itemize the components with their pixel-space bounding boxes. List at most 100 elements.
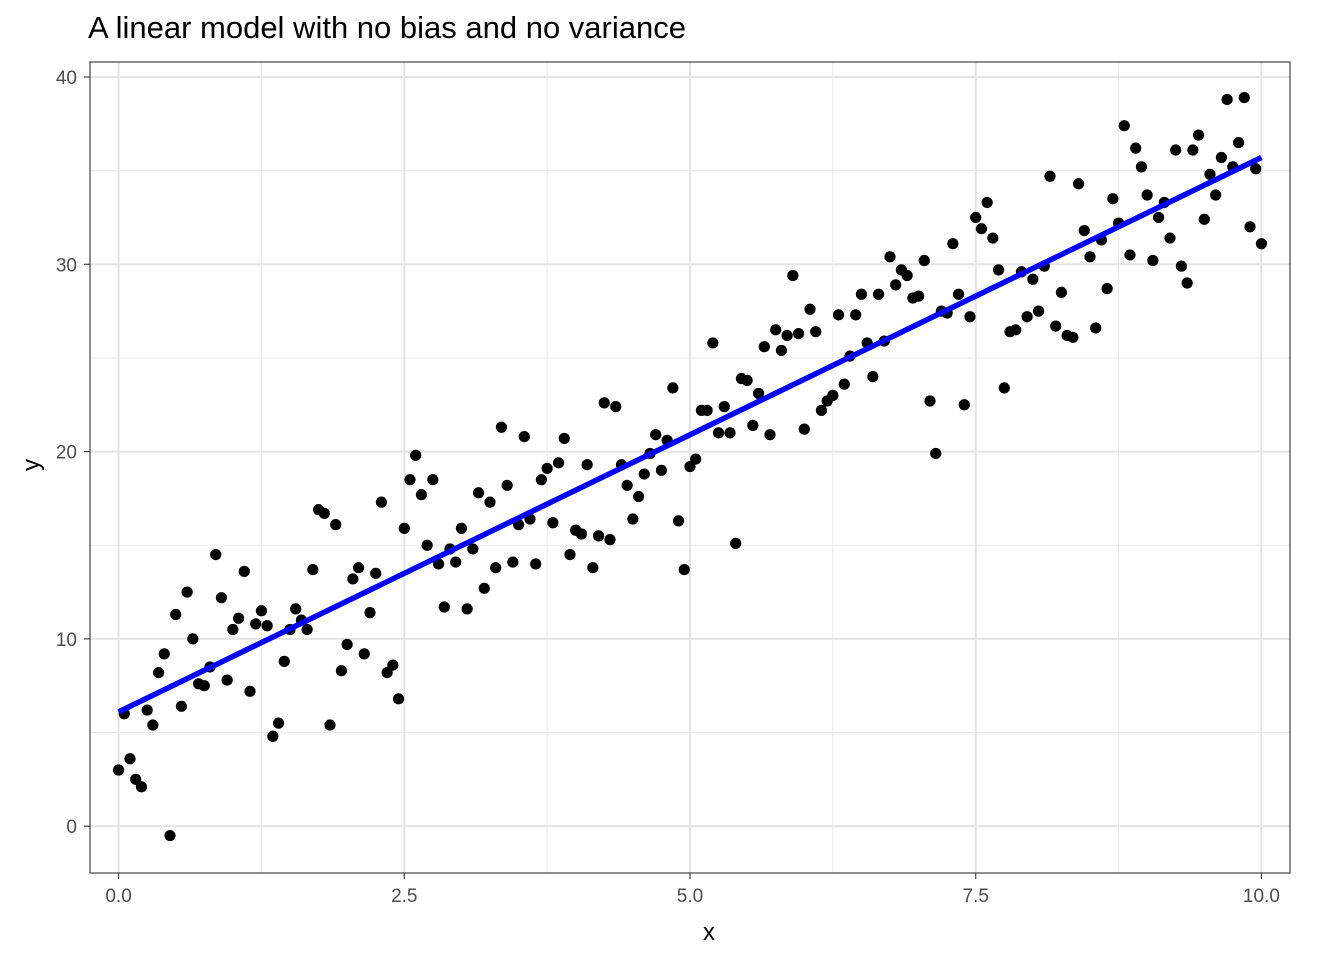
y-tick-label: 10: [56, 630, 77, 651]
x-axis-title: x: [703, 919, 715, 946]
data-point: [792, 327, 805, 340]
data-point: [798, 423, 810, 435]
data-point: [1232, 136, 1245, 149]
data-point: [421, 539, 433, 551]
data-point: [575, 528, 588, 540]
data-point: [970, 211, 982, 224]
data-point: [627, 513, 639, 525]
data-point: [227, 623, 239, 636]
data-point: [1141, 189, 1153, 201]
data-point: [855, 288, 868, 300]
y-axis-title: y: [18, 459, 45, 471]
data-point: [518, 430, 530, 443]
data-point: [672, 515, 685, 527]
data-point: [398, 522, 410, 534]
data-point: [170, 608, 182, 621]
data-point: [707, 337, 719, 349]
data-point: [370, 567, 382, 579]
data-point: [124, 753, 136, 765]
data-point: [650, 429, 662, 441]
data-point: [850, 309, 862, 321]
data-point: [655, 464, 668, 476]
data-point: [495, 421, 508, 433]
data-point: [387, 659, 399, 671]
data-point: [318, 507, 330, 519]
data-point: [1107, 193, 1119, 205]
data-point: [1021, 311, 1033, 323]
data-point: [718, 401, 730, 413]
data-point: [272, 717, 285, 729]
data-point: [621, 479, 633, 491]
data-point: [330, 519, 342, 531]
data-point: [198, 680, 210, 692]
data-point: [1072, 178, 1085, 190]
data-point: [547, 517, 559, 529]
data-point: [410, 449, 422, 461]
data-point: [947, 238, 959, 250]
data-point: [667, 382, 679, 394]
data-points: [112, 91, 1268, 842]
data-point: [507, 556, 519, 568]
data-point: [587, 562, 599, 574]
data-point: [438, 601, 450, 613]
data-point: [352, 562, 365, 574]
data-point: [484, 496, 496, 508]
data-point: [404, 474, 416, 486]
data-point: [175, 700, 188, 712]
data-point: [592, 530, 605, 542]
x-tick-label: 0.0: [105, 886, 131, 907]
x-axis-ticks: 0.0 2.5 5.0 7.5 10.0: [105, 873, 1280, 907]
data-point: [461, 603, 473, 615]
data-point: [1215, 151, 1228, 164]
data-point: [1078, 224, 1090, 237]
data-point: [467, 543, 479, 555]
y-axis-ticks: 0 10 20 30 40: [56, 68, 90, 838]
data-point: [152, 666, 165, 679]
data-point: [890, 279, 902, 291]
data-point: [455, 522, 468, 534]
data-point: [775, 344, 788, 357]
data-point: [1175, 260, 1188, 272]
data-point: [975, 223, 988, 235]
data-point: [1055, 286, 1068, 298]
data-point: [1198, 213, 1210, 225]
data-point: [924, 395, 936, 407]
data-point: [221, 674, 233, 686]
data-point: [787, 269, 799, 282]
data-point: [604, 534, 616, 546]
data-point: [135, 781, 148, 793]
data-point: [187, 633, 199, 645]
data-point: [164, 829, 176, 842]
data-point: [1221, 93, 1233, 106]
y-tick-label: 0: [66, 817, 77, 838]
data-point: [632, 490, 645, 503]
data-point: [1135, 161, 1148, 173]
x-tick-label: 5.0: [677, 886, 703, 907]
x-tick-label: 7.5: [963, 886, 989, 907]
data-point: [490, 562, 502, 574]
data-point: [552, 457, 565, 469]
y-tick-label: 30: [56, 255, 77, 276]
data-point: [158, 648, 170, 660]
data-point: [987, 232, 999, 244]
data-point: [581, 459, 593, 471]
data-point: [1090, 322, 1102, 334]
data-point: [1032, 305, 1045, 317]
data-point: [215, 592, 228, 604]
data-point: [804, 303, 816, 315]
data-point: [638, 468, 650, 480]
data-point: [147, 719, 159, 731]
data-point: [678, 563, 690, 576]
data-point: [1118, 120, 1130, 132]
data-point: [724, 427, 736, 439]
data-point: [181, 586, 193, 598]
data-point: [1244, 221, 1256, 233]
data-point: [261, 620, 273, 632]
data-point: [1210, 189, 1222, 201]
data-point: [1147, 254, 1159, 267]
data-point: [958, 399, 970, 411]
data-point: [781, 329, 793, 342]
data-point: [1084, 251, 1096, 263]
data-point: [730, 537, 742, 549]
data-point: [1130, 142, 1142, 154]
